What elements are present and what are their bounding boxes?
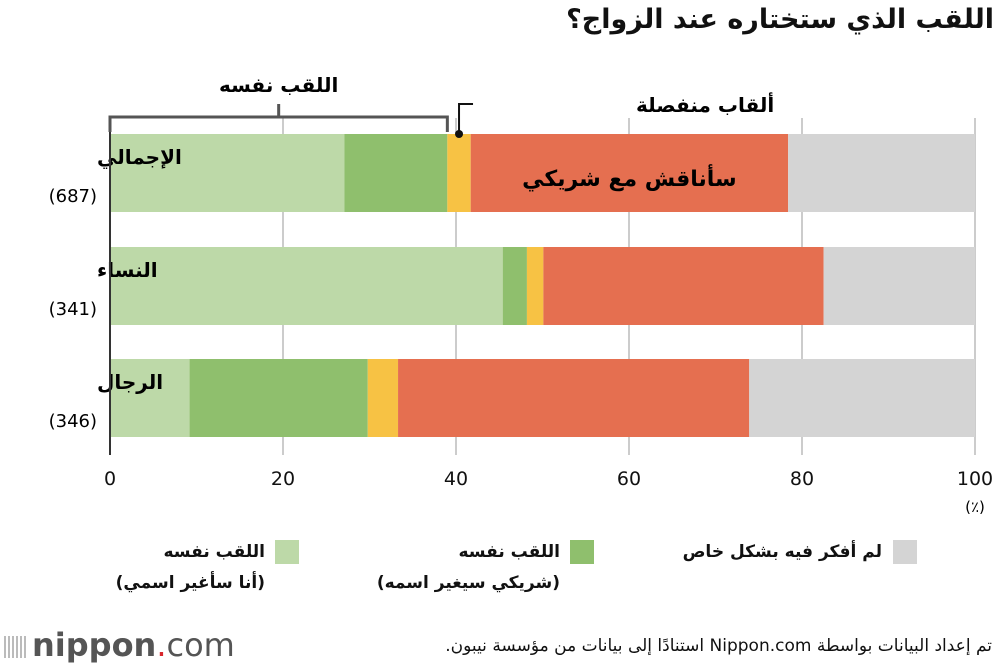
category-label: النساء bbox=[97, 258, 158, 282]
category-label: الإجمالي bbox=[97, 145, 182, 170]
legend-label-i-change: اللقب نفسه bbox=[163, 542, 265, 562]
nippon-logo: nippon.com bbox=[4, 626, 235, 664]
category-count: (346) bbox=[49, 411, 97, 432]
chart-title: اللقب الذي ستختاره عند الزواج؟ bbox=[566, 4, 994, 35]
stacked-bar-chart: 0 20 40 60 80 100 (٪) الإجمالي(687) النساء(341) ا… bbox=[49, 73, 994, 516]
bar-segment bbox=[470, 134, 789, 212]
separate-leader-line bbox=[458, 103, 474, 134]
bar-segment bbox=[189, 359, 368, 437]
x-tick-label: 80 bbox=[790, 468, 814, 490]
legend-label-not-thought: لم أفكر فيه بشكل خاص bbox=[682, 542, 882, 562]
legend-label-partner-changes: اللقب نفسه bbox=[458, 542, 560, 562]
legend-sublabel-partner-changes: (شريكي سيغير اسمه) bbox=[376, 573, 560, 593]
bar-segment bbox=[367, 359, 399, 437]
separate-label: ألقاب منفصلة bbox=[636, 91, 774, 117]
x-unit-label: (٪) bbox=[965, 498, 985, 516]
bar-segment bbox=[543, 247, 824, 325]
x-tick-label: 60 bbox=[617, 468, 641, 490]
x-tick-label: 20 bbox=[271, 468, 295, 490]
legend-swatch-not-thought bbox=[893, 540, 917, 564]
x-tick-label: 100 bbox=[957, 468, 993, 490]
discuss-label: سأناقش مع شريكي bbox=[522, 163, 737, 192]
legend-swatch-i-change bbox=[275, 540, 299, 564]
logo-dot: . bbox=[156, 626, 167, 664]
bar-segment bbox=[447, 134, 471, 212]
bracket-same-surname bbox=[108, 104, 449, 132]
category-label: الرجال bbox=[97, 370, 163, 394]
legend-sublabel-i-change: (أنا سأغير اسمي) bbox=[115, 573, 265, 593]
bar-segment bbox=[823, 247, 975, 325]
legend-swatch-partner-changes bbox=[570, 540, 594, 564]
category-count: (341) bbox=[49, 299, 97, 320]
logo-bars-icon bbox=[4, 636, 26, 658]
bar-segment bbox=[110, 359, 190, 437]
separate-leader-dot bbox=[455, 130, 464, 138]
bar-segment bbox=[398, 359, 750, 437]
bar-segment bbox=[788, 134, 975, 212]
bar-segment bbox=[526, 247, 544, 325]
category-count: (687) bbox=[49, 186, 97, 207]
logo-text: nippon bbox=[32, 626, 157, 664]
bar-segment bbox=[110, 134, 345, 212]
source-note: تم إعداد البيانات بواسطة Nippon.com استن… bbox=[445, 636, 992, 656]
x-tick-label: 40 bbox=[444, 468, 468, 490]
bracket-label: اللقب نفسه bbox=[219, 73, 338, 97]
bar-segment bbox=[110, 247, 503, 325]
logo-com: com bbox=[166, 626, 235, 664]
bar-segment bbox=[502, 247, 527, 325]
x-tick-label: 0 bbox=[104, 468, 116, 490]
bar-segment bbox=[344, 134, 448, 212]
bar-segment bbox=[749, 359, 975, 437]
